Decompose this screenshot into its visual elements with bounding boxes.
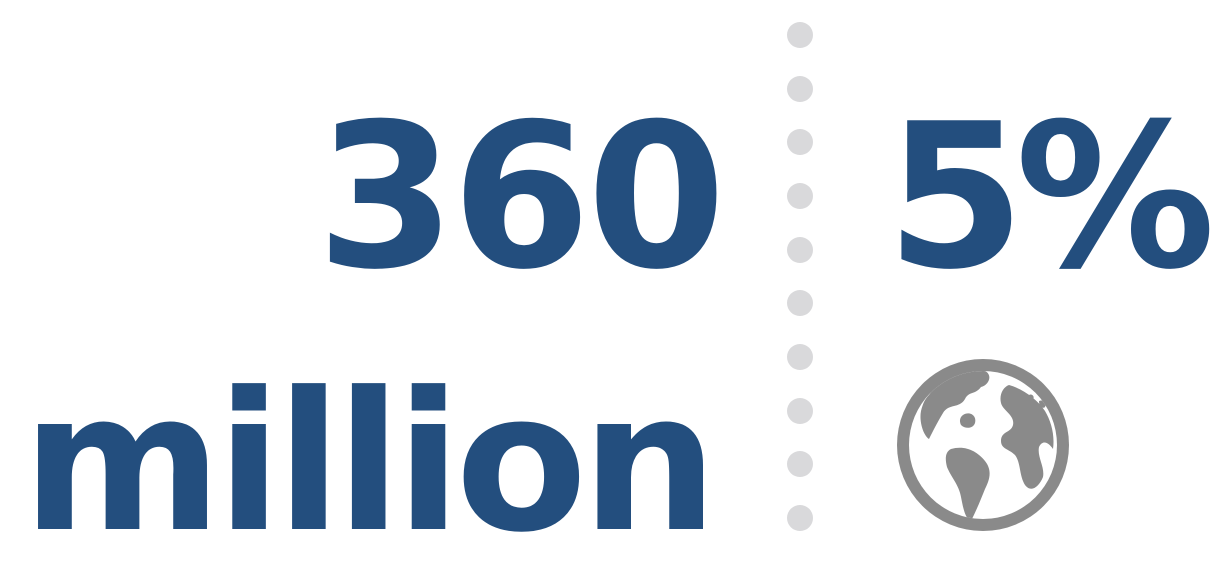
divider-dot xyxy=(787,22,813,48)
divider-dot xyxy=(787,290,813,316)
divider-dot xyxy=(787,237,813,263)
divider-dot xyxy=(787,451,813,477)
divider-dot xyxy=(787,344,813,370)
stat-percent: 5% xyxy=(886,98,1206,298)
divider-dot xyxy=(787,129,813,155)
divider-dot xyxy=(787,76,813,102)
stat-number-value: 360 xyxy=(317,98,722,298)
stat-number-unit: million xyxy=(22,368,712,560)
divider-dot xyxy=(787,183,813,209)
dotted-divider xyxy=(787,22,815,532)
divider-dot xyxy=(787,398,813,424)
divider-dot xyxy=(787,505,813,531)
globe-icon xyxy=(889,351,1077,539)
